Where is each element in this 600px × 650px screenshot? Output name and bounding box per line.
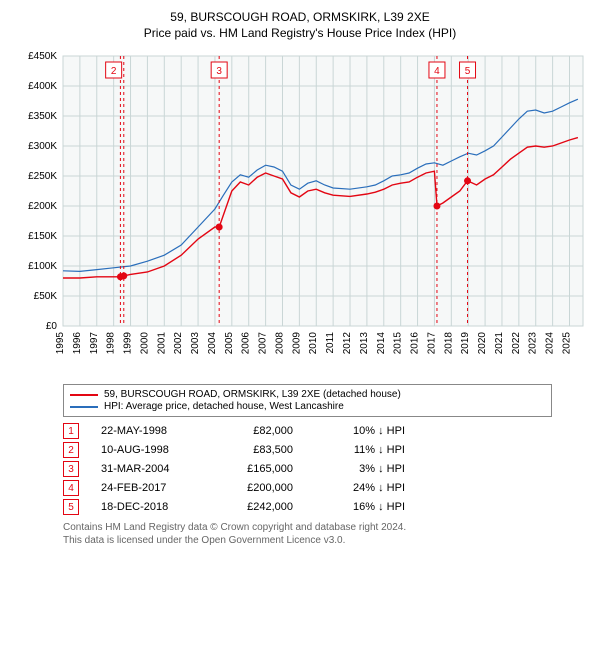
svg-text:2007: 2007 — [258, 332, 269, 355]
tx-badge: 5 — [63, 499, 79, 515]
chart-svg: £0 £50K £100K £150K £200K £250K £300K £350K £400… — [8, 46, 592, 376]
svg-text:2001: 2001 — [156, 332, 167, 355]
svg-text:5: 5 — [465, 66, 471, 77]
svg-text:2014: 2014 — [376, 332, 387, 355]
svg-text:2022: 2022 — [511, 332, 522, 355]
tx-badge: 3 — [63, 461, 79, 477]
tx-pct: 24% ↓ HPI — [315, 482, 405, 494]
transactions-table: 1 22-MAY-1998 £82,000 10% ↓ HPI 2 10-AUG-1998… — [63, 423, 552, 515]
title-subtitle: Price paid vs. HM Land Registry's House … — [8, 26, 592, 40]
svg-text:£350K: £350K — [28, 111, 57, 122]
svg-text:£250K: £250K — [28, 171, 57, 182]
svg-text:£100K: £100K — [28, 261, 57, 272]
price-chart: £0 £50K £100K £150K £200K £250K £300K £350K £400… — [8, 46, 592, 376]
tx-pct: 3% ↓ HPI — [315, 463, 405, 475]
legend-row: 59, BURSCOUGH ROAD, ORMSKIRK, L39 2XE (d… — [70, 389, 545, 400]
svg-text:£0: £0 — [46, 321, 58, 332]
footnote: Contains HM Land Registry data © Crown c… — [63, 521, 552, 547]
svg-text:1995: 1995 — [55, 332, 66, 355]
svg-text:£200K: £200K — [28, 201, 57, 212]
svg-text:£400K: £400K — [28, 81, 57, 92]
tx-price: £242,000 — [218, 501, 293, 513]
svg-text:1997: 1997 — [89, 332, 100, 355]
svg-text:1999: 1999 — [123, 332, 134, 355]
svg-text:3: 3 — [216, 66, 222, 77]
svg-text:£50K: £50K — [34, 291, 58, 302]
svg-text:2012: 2012 — [342, 332, 353, 355]
legend-row: HPI: Average price, detached house, West… — [70, 401, 545, 412]
svg-text:2017: 2017 — [426, 332, 437, 355]
tx-price: £83,500 — [218, 444, 293, 456]
svg-text:2011: 2011 — [325, 332, 336, 354]
svg-text:2021: 2021 — [494, 332, 505, 355]
svg-text:2024: 2024 — [545, 332, 556, 355]
svg-text:2010: 2010 — [308, 332, 319, 355]
svg-text:2020: 2020 — [477, 332, 488, 355]
table-row: 4 24-FEB-2017 £200,000 24% ↓ HPI — [63, 480, 552, 496]
legend-swatch — [70, 406, 98, 408]
svg-text:2018: 2018 — [443, 332, 454, 355]
svg-text:4: 4 — [434, 66, 440, 77]
tx-pct: 11% ↓ HPI — [315, 444, 405, 456]
svg-text:2002: 2002 — [173, 332, 184, 355]
legend-box: 59, BURSCOUGH ROAD, ORMSKIRK, L39 2XE (d… — [63, 384, 552, 417]
tx-date: 22-MAY-1998 — [101, 425, 196, 437]
tx-date: 24-FEB-2017 — [101, 482, 196, 494]
tx-price: £82,000 — [218, 425, 293, 437]
table-row: 3 31-MAR-2004 £165,000 3% ↓ HPI — [63, 461, 552, 477]
svg-text:2003: 2003 — [190, 332, 201, 355]
svg-text:2019: 2019 — [460, 332, 471, 355]
svg-text:2: 2 — [111, 66, 117, 77]
footnote-line2: This data is licensed under the Open Gov… — [63, 534, 552, 547]
legend-label: HPI: Average price, detached house, West… — [104, 401, 344, 412]
svg-text:1996: 1996 — [72, 332, 83, 355]
svg-text:2005: 2005 — [224, 332, 235, 355]
table-row: 2 10-AUG-1998 £83,500 11% ↓ HPI — [63, 442, 552, 458]
svg-text:£450K: £450K — [28, 51, 57, 62]
svg-text:1998: 1998 — [106, 332, 117, 355]
legend-swatch — [70, 394, 98, 396]
svg-text:£150K: £150K — [28, 231, 57, 242]
tx-pct: 16% ↓ HPI — [315, 501, 405, 513]
svg-text:2016: 2016 — [410, 332, 421, 355]
tx-date: 18-DEC-2018 — [101, 501, 196, 513]
tx-pct: 10% ↓ HPI — [315, 425, 405, 437]
svg-text:2004: 2004 — [207, 332, 218, 355]
table-row: 1 22-MAY-1998 £82,000 10% ↓ HPI — [63, 423, 552, 439]
tx-badge: 4 — [63, 480, 79, 496]
svg-text:2013: 2013 — [359, 332, 370, 355]
tx-date: 10-AUG-1998 — [101, 444, 196, 456]
svg-text:2008: 2008 — [274, 332, 285, 355]
svg-text:2000: 2000 — [139, 332, 150, 355]
svg-text:£300K: £300K — [28, 141, 57, 152]
tx-price: £165,000 — [218, 463, 293, 475]
tx-date: 31-MAR-2004 — [101, 463, 196, 475]
svg-text:2006: 2006 — [241, 332, 252, 355]
tx-price: £200,000 — [218, 482, 293, 494]
title-address: 59, BURSCOUGH ROAD, ORMSKIRK, L39 2XE — [8, 10, 592, 24]
svg-text:2023: 2023 — [528, 332, 539, 355]
footnote-line1: Contains HM Land Registry data © Crown c… — [63, 521, 552, 534]
legend-label: 59, BURSCOUGH ROAD, ORMSKIRK, L39 2XE (d… — [104, 389, 401, 400]
tx-badge: 2 — [63, 442, 79, 458]
table-row: 5 18-DEC-2018 £242,000 16% ↓ HPI — [63, 499, 552, 515]
tx-badge: 1 — [63, 423, 79, 439]
svg-text:2009: 2009 — [291, 332, 302, 355]
svg-text:2015: 2015 — [393, 332, 404, 355]
svg-text:2025: 2025 — [561, 332, 572, 355]
